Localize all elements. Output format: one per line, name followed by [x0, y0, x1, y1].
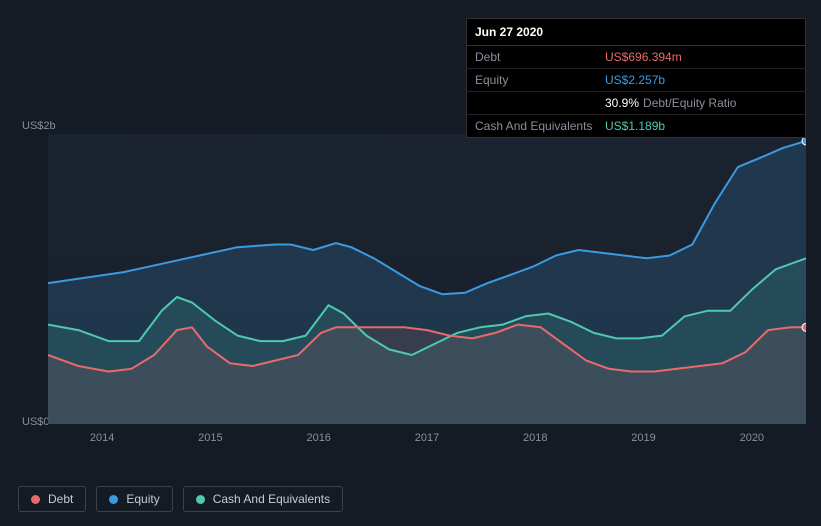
legend-label: Debt [48, 492, 73, 506]
tooltip-row-label [475, 96, 605, 110]
legend-item[interactable]: Debt [18, 486, 86, 512]
legend: Debt Equity Cash And Equivalents [18, 486, 343, 512]
tooltip-row: 30.9%Debt/Equity Ratio [467, 92, 805, 115]
tooltip-row-value: US$696.394m [605, 50, 682, 64]
x-axis-tick: 2019 [589, 432, 697, 452]
legend-label: Equity [126, 492, 159, 506]
tooltip-date: Jun 27 2020 [467, 19, 805, 46]
x-axis-tick: 2018 [481, 432, 589, 452]
legend-dot-icon [196, 495, 205, 504]
x-axis-tick: 2016 [265, 432, 373, 452]
tooltip-row-label: Equity [475, 73, 605, 87]
tooltip-row-value: US$2.257b [605, 73, 665, 87]
tooltip-row: DebtUS$696.394m [467, 46, 805, 69]
chart-container: US$2b US$0 2014201520162017201820192020 [18, 120, 806, 460]
legend-item[interactable]: Equity [96, 486, 172, 512]
x-axis-tick: 2017 [373, 432, 481, 452]
legend-dot-icon [31, 495, 40, 504]
x-axis-tick: 2015 [156, 432, 264, 452]
x-axis-tick: 2014 [48, 432, 156, 452]
chart-svg [48, 134, 806, 424]
x-axis: 2014201520162017201820192020 [48, 432, 806, 452]
tooltip-row-value: 30.9%Debt/Equity Ratio [605, 96, 736, 110]
tooltip-row: Cash And EquivalentsUS$1.189b [467, 115, 805, 137]
x-axis-tick: 2020 [698, 432, 806, 452]
legend-item[interactable]: Cash And Equivalents [183, 486, 343, 512]
y-axis-label-top: US$2b [22, 120, 56, 132]
legend-dot-icon [109, 495, 118, 504]
tooltip-row-suffix: Debt/Equity Ratio [643, 96, 736, 110]
tooltip-row: EquityUS$2.257b [467, 69, 805, 92]
tooltip-row-label: Cash And Equivalents [475, 119, 605, 133]
tooltip-row-value: US$1.189b [605, 119, 665, 133]
legend-label: Cash And Equivalents [213, 492, 330, 506]
tooltip-row-label: Debt [475, 50, 605, 64]
chart-tooltip: Jun 27 2020 DebtUS$696.394mEquityUS$2.25… [466, 18, 806, 138]
y-axis-label-bottom: US$0 [22, 416, 50, 428]
plot-area[interactable] [48, 134, 806, 424]
